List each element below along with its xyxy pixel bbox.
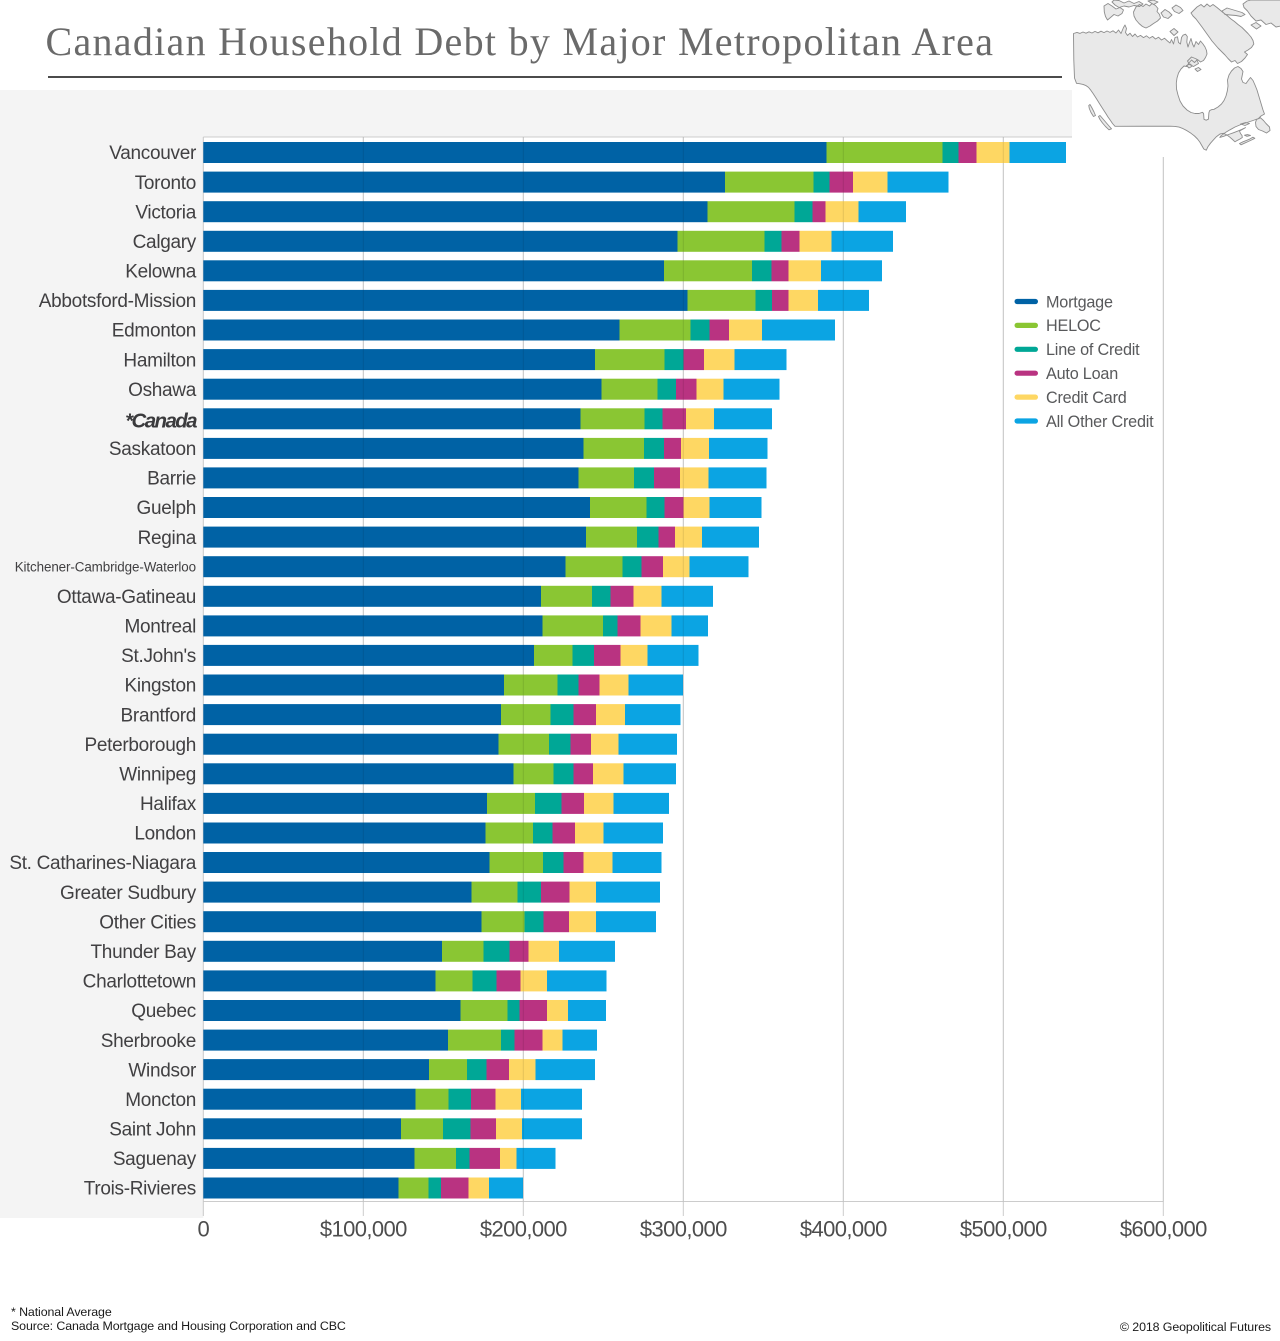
svg-text:Regina: Regina [138, 528, 197, 549]
svg-text:0: 0 [197, 1217, 209, 1242]
svg-text:$400,000: $400,000 [800, 1217, 887, 1242]
svg-text:Kelowna: Kelowna [125, 262, 197, 283]
svg-text:$500,000: $500,000 [960, 1217, 1047, 1242]
svg-text:Auto Loan: Auto Loan [1046, 365, 1118, 383]
svg-text:Victoria: Victoria [135, 202, 196, 223]
svg-text:Ottawa-Gatineau: Ottawa-Gatineau [57, 587, 196, 608]
svg-text:London: London [134, 824, 196, 845]
svg-text:Credit Card: Credit Card [1046, 389, 1127, 407]
svg-text:St.John's: St.John's [121, 646, 196, 667]
svg-text:Toronto: Toronto [135, 173, 196, 194]
svg-text:Montreal: Montreal [124, 617, 196, 638]
svg-text:Quebec: Quebec [131, 1001, 196, 1022]
svg-text:Winnipeg: Winnipeg [119, 765, 196, 786]
svg-text:Trois-Rivieres: Trois-Rivieres [84, 1179, 196, 1200]
svg-text:Vancouver: Vancouver [109, 143, 197, 164]
svg-text:*Canada: *Canada [125, 410, 197, 433]
svg-text:All Other Credit: All Other Credit [1046, 413, 1154, 431]
svg-text:HELOC: HELOC [1046, 317, 1101, 335]
svg-text:Windsor: Windsor [128, 1060, 197, 1081]
svg-text:St. Catharines-Niagara: St. Catharines-Niagara [9, 853, 196, 874]
svg-text:Peterborough: Peterborough [84, 735, 196, 756]
svg-text:Halifax: Halifax [140, 794, 197, 815]
svg-text:Thunder Bay: Thunder Bay [91, 942, 197, 963]
svg-text:$100,000: $100,000 [320, 1217, 407, 1242]
svg-text:Oshawa: Oshawa [128, 380, 197, 401]
svg-text:Saguenay: Saguenay [113, 1149, 197, 1170]
svg-text:Line of Credit: Line of Credit [1046, 341, 1140, 359]
svg-text:Saint John: Saint John [109, 1120, 196, 1141]
svg-text:Brantford: Brantford [121, 705, 196, 726]
svg-text:Saskatoon: Saskatoon [109, 439, 196, 460]
svg-text:$200,000: $200,000 [480, 1217, 567, 1242]
svg-text:Greater Sudbury: Greater Sudbury [60, 883, 197, 904]
svg-text:Moncton: Moncton [125, 1090, 196, 1111]
svg-text:Kingston: Kingston [124, 676, 196, 697]
svg-text:$600,000: $600,000 [1120, 1217, 1207, 1242]
svg-text:Mortgage: Mortgage [1046, 293, 1113, 311]
svg-text:Barrie: Barrie [147, 469, 196, 490]
svg-text:Edmonton: Edmonton [112, 321, 196, 342]
svg-text:Guelph: Guelph [137, 498, 196, 519]
svg-text:Kitchener-Cambridge-Waterloo: Kitchener-Cambridge-Waterloo [15, 560, 196, 575]
svg-text:Abbotsford-Mission: Abbotsford-Mission [39, 291, 196, 312]
svg-text:Calgary: Calgary [133, 232, 197, 253]
svg-text:Other Cities: Other Cities [99, 912, 196, 933]
svg-text:Hamilton: Hamilton [123, 350, 196, 371]
svg-text:Sherbrooke: Sherbrooke [101, 1031, 196, 1052]
svg-text:$300,000: $300,000 [640, 1217, 727, 1242]
svg-text:Charlottetown: Charlottetown [83, 972, 196, 993]
